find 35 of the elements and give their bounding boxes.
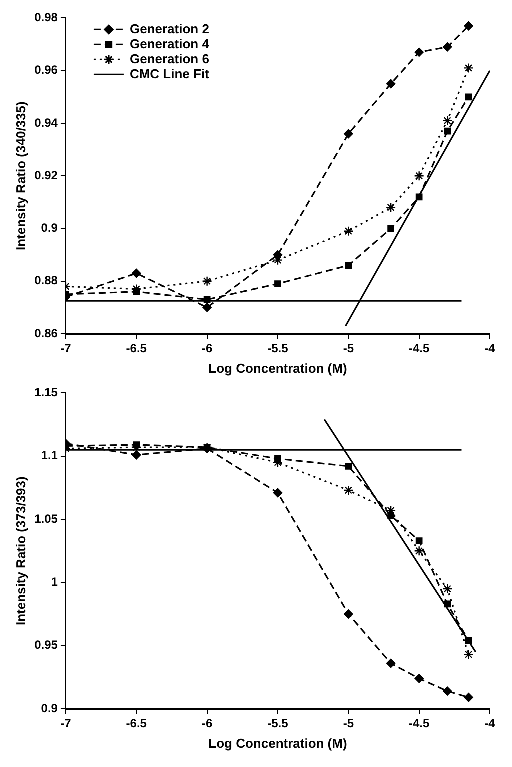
x-tick-label: -4.5 <box>408 342 430 356</box>
y-tick-label: 0.86 <box>34 326 58 340</box>
y-tick-label: 1 <box>51 574 58 589</box>
y-tick-label: 1.1 <box>41 448 58 463</box>
x-tick-label: -6.5 <box>126 716 148 731</box>
legend-label: CMC Line Fit <box>130 66 210 82</box>
legend-label: Generation 6 <box>130 51 210 66</box>
x-tick-label: -5.5 <box>268 716 289 731</box>
y-tick-label: 0.98 <box>34 10 58 25</box>
x-tick-label: -7 <box>60 716 72 731</box>
y-tick-label: 1.05 <box>34 512 58 526</box>
y-tick-label: 0.88 <box>34 274 58 288</box>
x-tick-label: -5 <box>343 342 354 356</box>
x-tick-label: -5.5 <box>268 342 289 356</box>
legend-label: Generation 4 <box>130 36 210 52</box>
y-axis-title: Intensity Ratio (340/335) <box>13 102 28 251</box>
x-tick-label: -4.5 <box>408 716 430 731</box>
y-tick-label: 0.92 <box>34 168 58 182</box>
y-tick-label: 0.9 <box>41 221 58 236</box>
x-tick-label: -5 <box>343 716 354 731</box>
y-tick-label: 0.95 <box>34 638 58 652</box>
y-axis-title: Intensity Ratio (373/393) <box>13 476 28 626</box>
x-tick-label: -4 <box>484 342 496 356</box>
x-tick-label: -6.5 <box>126 342 148 356</box>
x-tick-label: -6 <box>202 342 213 356</box>
x-axis-title: Log Concentration (M) <box>208 360 348 376</box>
y-tick-label: 0.9 <box>41 701 58 716</box>
x-axis-title: Log Concentration (M) <box>208 736 348 751</box>
y-tick-label: 0.96 <box>34 63 58 78</box>
legend-label: Generation 2 <box>130 21 210 36</box>
y-tick-label: 0.94 <box>34 116 58 130</box>
x-tick-label: -6 <box>202 716 213 731</box>
y-tick-label: 1.15 <box>34 386 58 400</box>
x-tick-label: -4 <box>484 716 496 731</box>
x-tick-label: -7 <box>60 342 72 356</box>
